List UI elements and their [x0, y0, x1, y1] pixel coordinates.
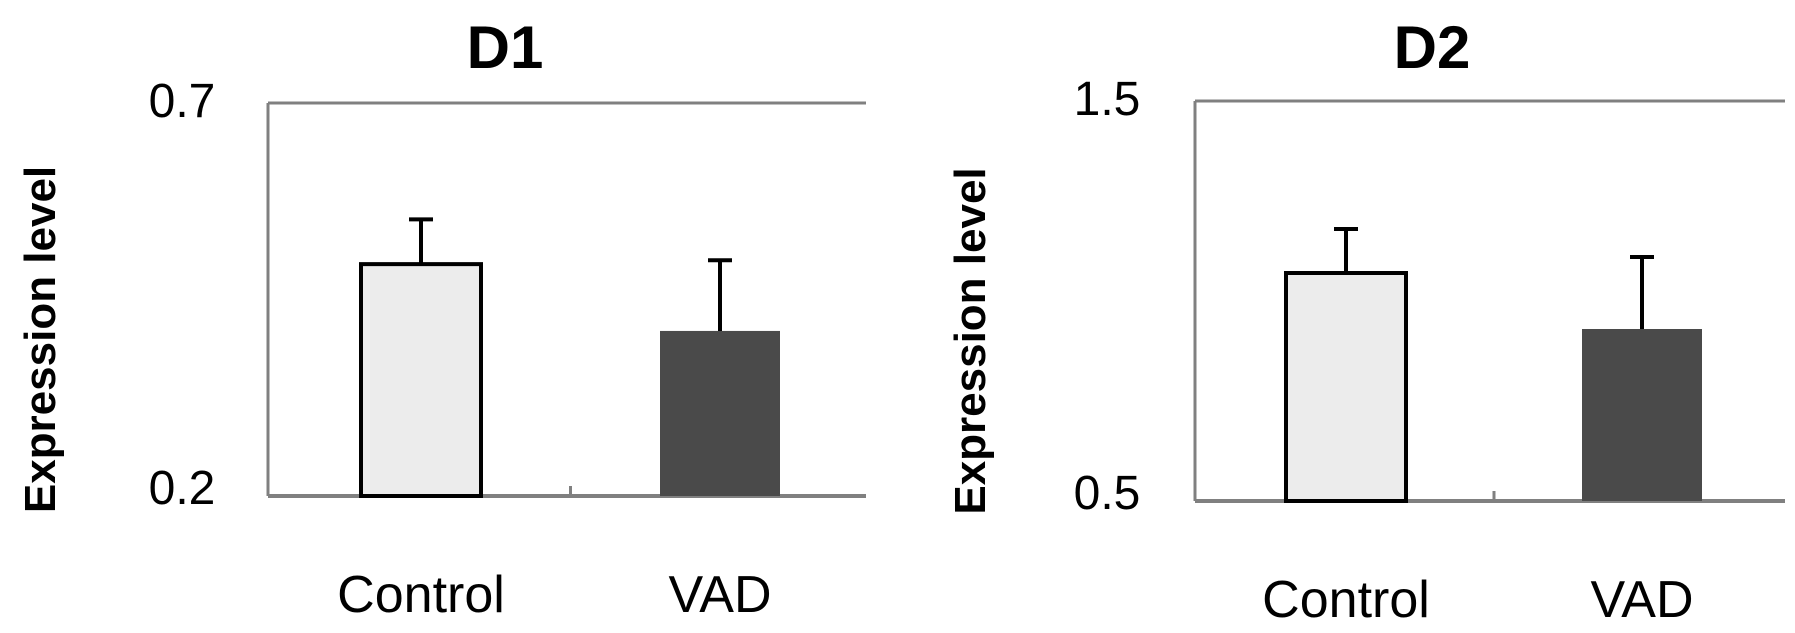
panel-d2-title: D2 — [1394, 14, 1471, 81]
panel-d2-ylabel: Expression level — [946, 167, 995, 514]
panel-d1-bar-vad — [660, 330, 780, 496]
panel-d1-ytick-bottom: 0.2 — [149, 462, 216, 515]
panel-d2-bar-control — [1284, 271, 1408, 503]
panel-d1-ylabel: Expression level — [16, 166, 65, 513]
panel-d1-bar-control — [359, 262, 483, 498]
panel-d2-bar-vad — [1582, 329, 1702, 501]
panel-d1-ytick-top: 0.7 — [149, 75, 216, 128]
panel-d2-ytick-bottom: 0.5 — [1074, 467, 1141, 520]
panel-d1-title: D1 — [467, 14, 544, 81]
panel-d1-xtick-control: Control — [337, 566, 505, 624]
panel-d2-ytick-top: 1.5 — [1074, 73, 1141, 126]
panel-d2-xtick-control: Control — [1262, 571, 1430, 629]
panel-d1-xtick-vad: VAD — [668, 566, 771, 624]
panel-d2-xtick-vad: VAD — [1590, 571, 1693, 629]
